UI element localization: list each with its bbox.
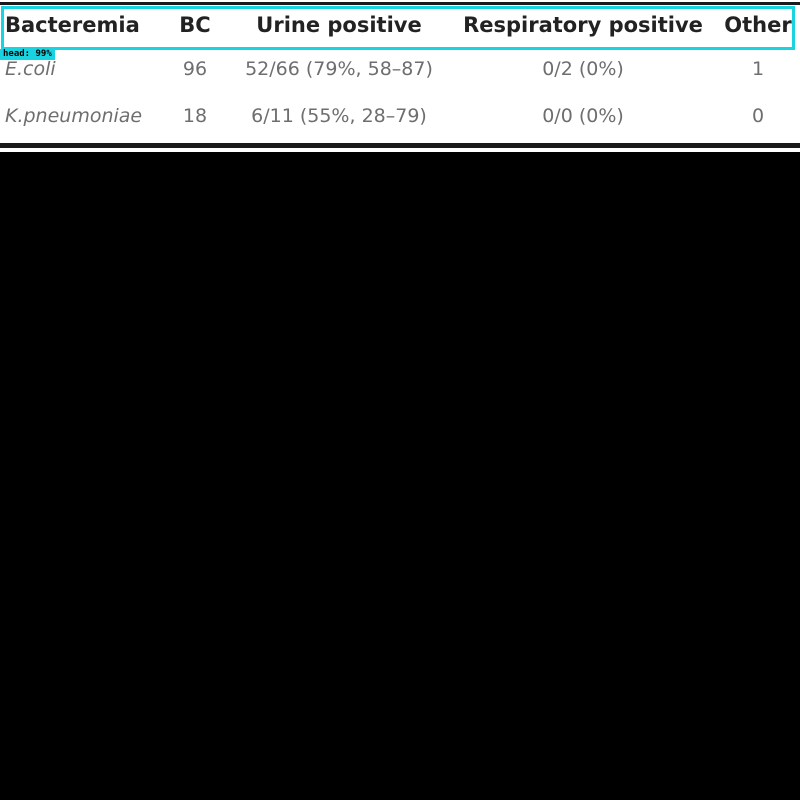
table-row: K.pneumoniae 18 6/11 (55%, 28–79) 0/0 (0… [0,99,800,133]
cell-urine-positive: 52/66 (79%, 58–87) [245,58,433,80]
cell-bacteremia: E.coli [5,58,56,80]
header-other: Other [724,13,792,37]
cell-respiratory-positive: 0/0 (0%) [542,105,624,127]
header-urine-positive: Urine positive [256,13,422,37]
table-header-row: Bacteremia BC Urine positive Respiratory… [0,5,800,45]
cell-urine-positive: 6/11 (55%, 28–79) [251,105,427,127]
cell-respiratory-positive: 0/2 (0%) [542,58,624,80]
table: Bacteremia BC Urine positive Respiratory… [0,0,800,152]
table-top-rule [0,2,800,5]
header-bacteremia: Bacteremia [5,13,140,37]
cell-bc: 96 [182,58,208,80]
header-respiratory-positive: Respiratory positive [463,13,703,37]
detection-box [1,6,795,50]
header-bc: BC [179,13,211,37]
detection-label: head: 99% [0,49,55,60]
cell-bc: 18 [182,105,208,127]
cell-bacteremia: K.pneumoniae [5,105,143,127]
cell-other: 0 [751,105,765,127]
table-row: E.coli 96 52/66 (79%, 58–87) 0/2 (0%) 1 [0,52,800,86]
cell-other: 1 [751,58,765,80]
table-bottom-rule [0,143,800,148]
